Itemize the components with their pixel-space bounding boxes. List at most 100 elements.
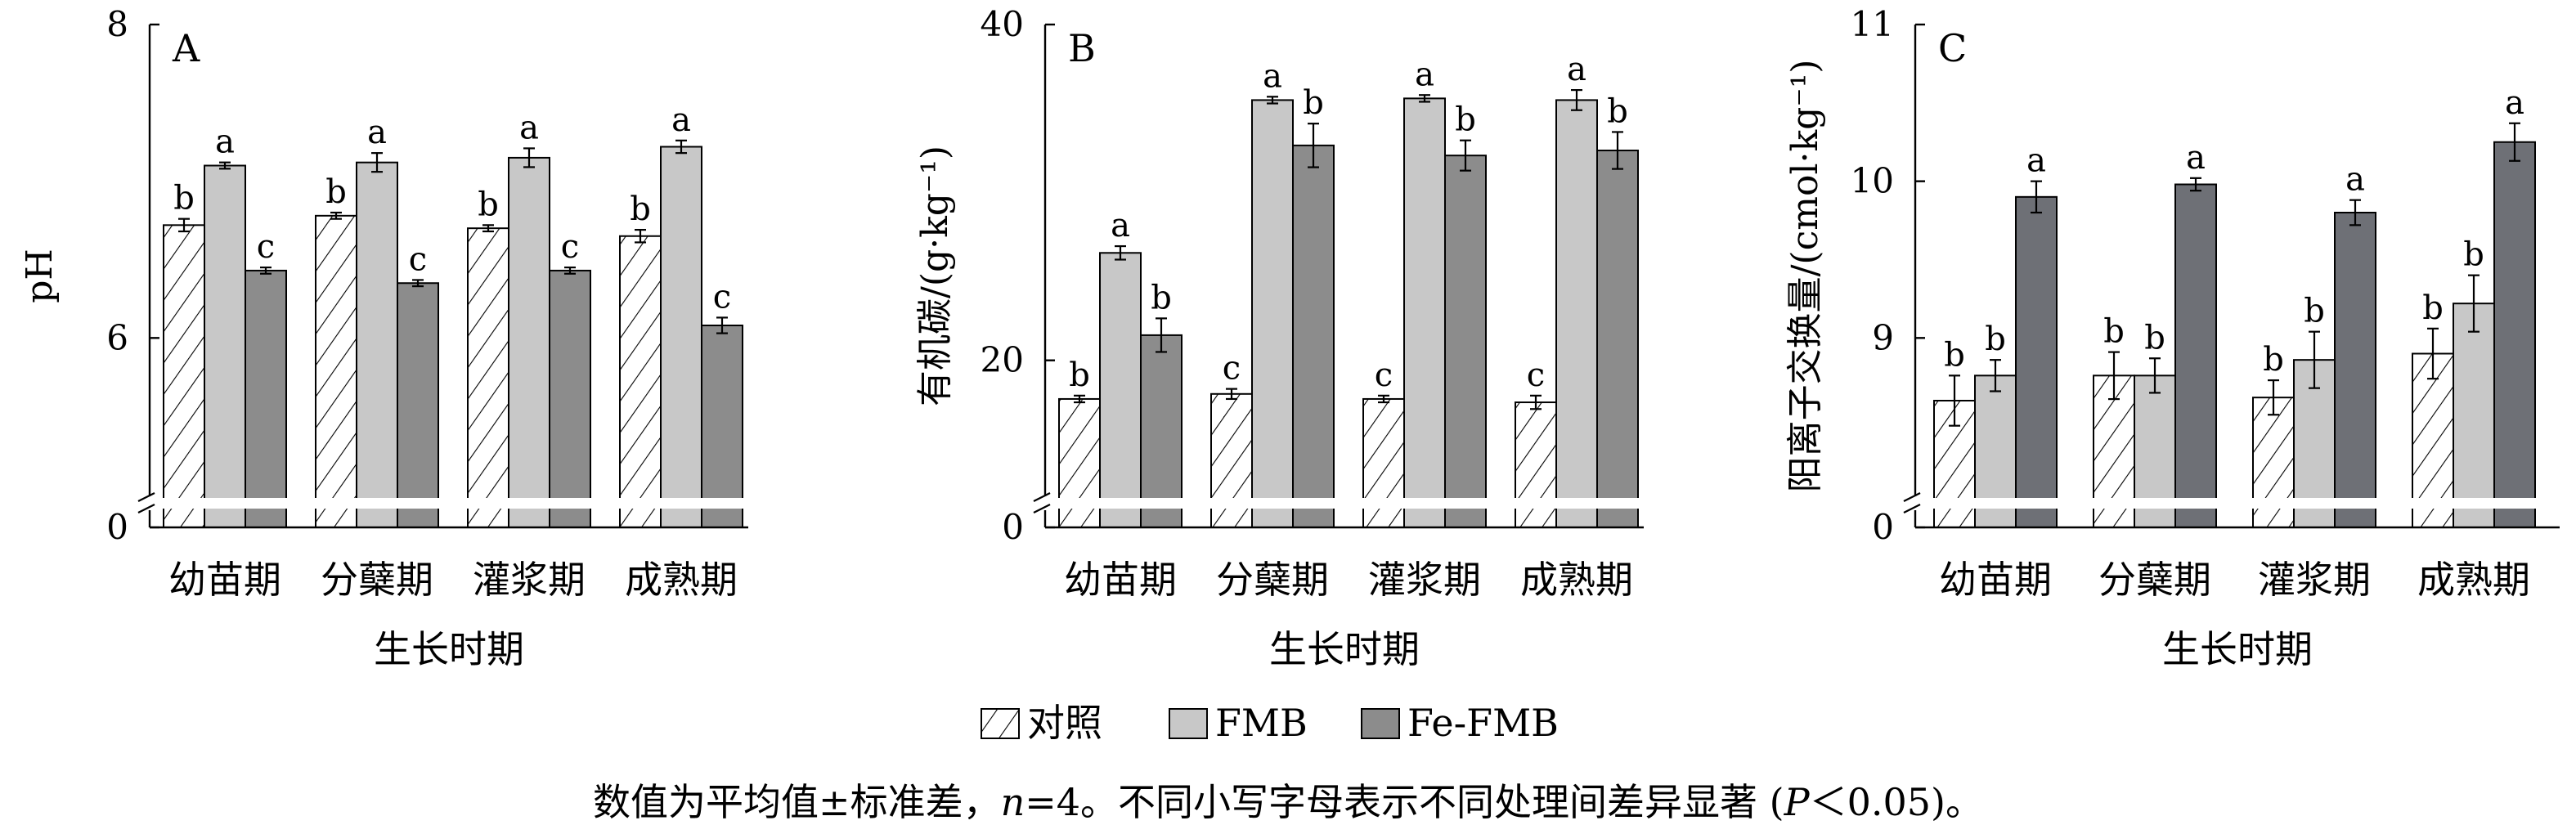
break-mark	[137, 492, 155, 502]
x-tick-label: 幼苗期	[1064, 558, 1177, 602]
significance-letter-b-s0-c2: c	[1375, 356, 1393, 394]
x-tick-label: 幼苗期	[168, 558, 281, 602]
error-bar-b-s1-c1	[1267, 96, 1278, 105]
x-tick-label: 成熟期	[2417, 558, 2530, 602]
significance-letter-a-s1-c0: a	[215, 123, 235, 161]
y-tick-label: 20	[981, 340, 1024, 380]
caption-part-1: 数值为平均值±标准差，	[593, 780, 1001, 824]
bar-b-s1-c0	[1099, 252, 1142, 528]
significance-letter-a-s0-c0: b	[173, 180, 195, 217]
y-tick-label: 9	[1872, 317, 1894, 357]
error-bar-b-s2-c2	[1460, 139, 1471, 172]
x-tick-label: 幼苗期	[1939, 558, 2052, 602]
bar-c-s1-c3	[2453, 303, 2495, 528]
bar-a-s1-c3	[660, 146, 702, 528]
error-bar-c-s2-c0	[2031, 180, 2042, 214]
axis-break-gap	[1048, 498, 1644, 509]
break-mark	[1903, 492, 1921, 502]
bar-b-s2-c3	[1596, 150, 1639, 528]
panel-label: C	[1938, 26, 1967, 70]
error-bar-b-s0-c1	[1226, 388, 1237, 401]
bar-c-s2-c3	[2493, 141, 2536, 528]
significance-letter-b-s1-c3: a	[1567, 51, 1586, 88]
significance-letter-b-s0-c0: b	[1069, 356, 1090, 394]
legend-label-0: 对照	[1027, 701, 1102, 745]
panel-label: A	[172, 26, 200, 70]
significance-letter-b-s0-c1: c	[1223, 350, 1241, 388]
x-axis-title: 生长时期	[374, 627, 524, 671]
significance-letter-b-s1-c0: a	[1111, 207, 1130, 244]
significance-letter-c-s2-c0: a	[2026, 142, 2046, 180]
error-bar-a-s0-c2	[482, 224, 494, 233]
y-tick-label: 0	[106, 507, 128, 547]
legend-label-1: FMB	[1215, 701, 1308, 745]
significance-letter-b-s2-c0: b	[1151, 279, 1172, 316]
figure-caption: 数值为平均值±标准差，n=4。不同小写字母表示不同处理间差异显著 (P＜0.05…	[0, 773, 2576, 827]
axis-break-gap	[1918, 498, 2560, 509]
bar-a-s2-c1	[397, 282, 439, 528]
legend: 对照 FMB Fe-FMB	[981, 701, 1559, 745]
caption-p-variable: P	[1784, 780, 1810, 824]
caption-n-variable: n	[1000, 780, 1025, 824]
bar-b-s2-c1	[1292, 144, 1335, 528]
error-bar-b-s2-c0	[1156, 317, 1167, 353]
x-axis-title: 生长时期	[1269, 627, 1420, 671]
legend-swatch-1	[1169, 708, 1208, 739]
bar-a-s0-c3	[619, 235, 662, 528]
significance-letter-a-s0-c1: b	[325, 173, 347, 211]
x-tick-label: 分蘖期	[321, 558, 433, 602]
error-bar-b-s1-c2	[1419, 94, 1430, 103]
break-mark	[1903, 504, 1921, 513]
bar-a-s2-c3	[701, 325, 743, 528]
y-tick-label: 10	[1851, 161, 1894, 201]
break-mark-cover	[138, 496, 161, 510]
panel-label: B	[1068, 26, 1096, 70]
x-tick-label: 灌浆期	[1368, 558, 1481, 602]
y-axis-title: pH	[19, 249, 61, 303]
significance-letter-c-s0-c2: b	[2263, 341, 2284, 379]
bar-a-s2-c0	[245, 269, 287, 528]
legend-swatch-2	[1361, 708, 1400, 739]
significance-letter-a-s1-c1: a	[367, 114, 387, 151]
error-bar-b-s0-c2	[1378, 394, 1389, 404]
error-bar-a-s0-c1	[330, 211, 342, 220]
legend-swatch-0	[981, 708, 1020, 739]
significance-letter-a-s0-c2: b	[478, 186, 499, 223]
significance-letter-c-s0-c0: b	[1944, 336, 1965, 374]
error-bar-c-s0-c0	[1949, 374, 1960, 427]
bar-a-s2-c2	[549, 269, 591, 528]
significance-letter-c-s2-c2: a	[2345, 161, 2365, 199]
bar-c-s2-c0	[2015, 195, 2058, 528]
error-bar-a-s1-c3	[675, 139, 687, 155]
bar-b-s0-c3	[1515, 401, 1557, 528]
y-tick-label: 40	[981, 4, 1024, 44]
significance-letter-c-s1-c0: b	[1985, 321, 2006, 358]
caption-part-3: ＜0.05)。	[1809, 780, 1983, 824]
error-bar-b-s1-c0	[1115, 244, 1126, 261]
break-mark	[137, 504, 155, 513]
error-bar-b-s2-c3	[1612, 131, 1623, 170]
legend-label-2: Fe-FMB	[1407, 701, 1559, 745]
y-axis-title: 阳离子交换量/(cmol·kg⁻¹)	[1784, 60, 1826, 493]
error-bar-b-s0-c3	[1530, 394, 1542, 410]
bar-b-s1-c1	[1251, 99, 1294, 529]
error-bar-b-s0-c0	[1074, 394, 1085, 404]
error-bar-b-s2-c1	[1308, 123, 1319, 168]
significance-letter-a-s0-c3: b	[630, 191, 651, 228]
error-bar-c-s2-c2	[2349, 199, 2361, 226]
significance-letter-a-s1-c3: a	[671, 101, 691, 139]
error-bar-a-s2-c2	[564, 266, 576, 275]
significance-letter-b-s1-c1: a	[1263, 57, 1282, 95]
error-bar-c-s2-c1	[2190, 177, 2201, 192]
significance-letter-a-s2-c0: c	[257, 228, 275, 266]
error-bar-a-s1-c2	[523, 147, 535, 168]
y-tick-label: 8	[106, 4, 128, 44]
bar-b-s1-c3	[1555, 99, 1598, 529]
error-bar-c-s1-c2	[2309, 330, 2320, 389]
error-bar-a-s2-c0	[260, 266, 272, 275]
x-tick-label: 灌浆期	[473, 558, 586, 602]
x-tick-label: 成熟期	[625, 558, 738, 602]
significance-letter-a-s2-c2: c	[561, 228, 579, 266]
